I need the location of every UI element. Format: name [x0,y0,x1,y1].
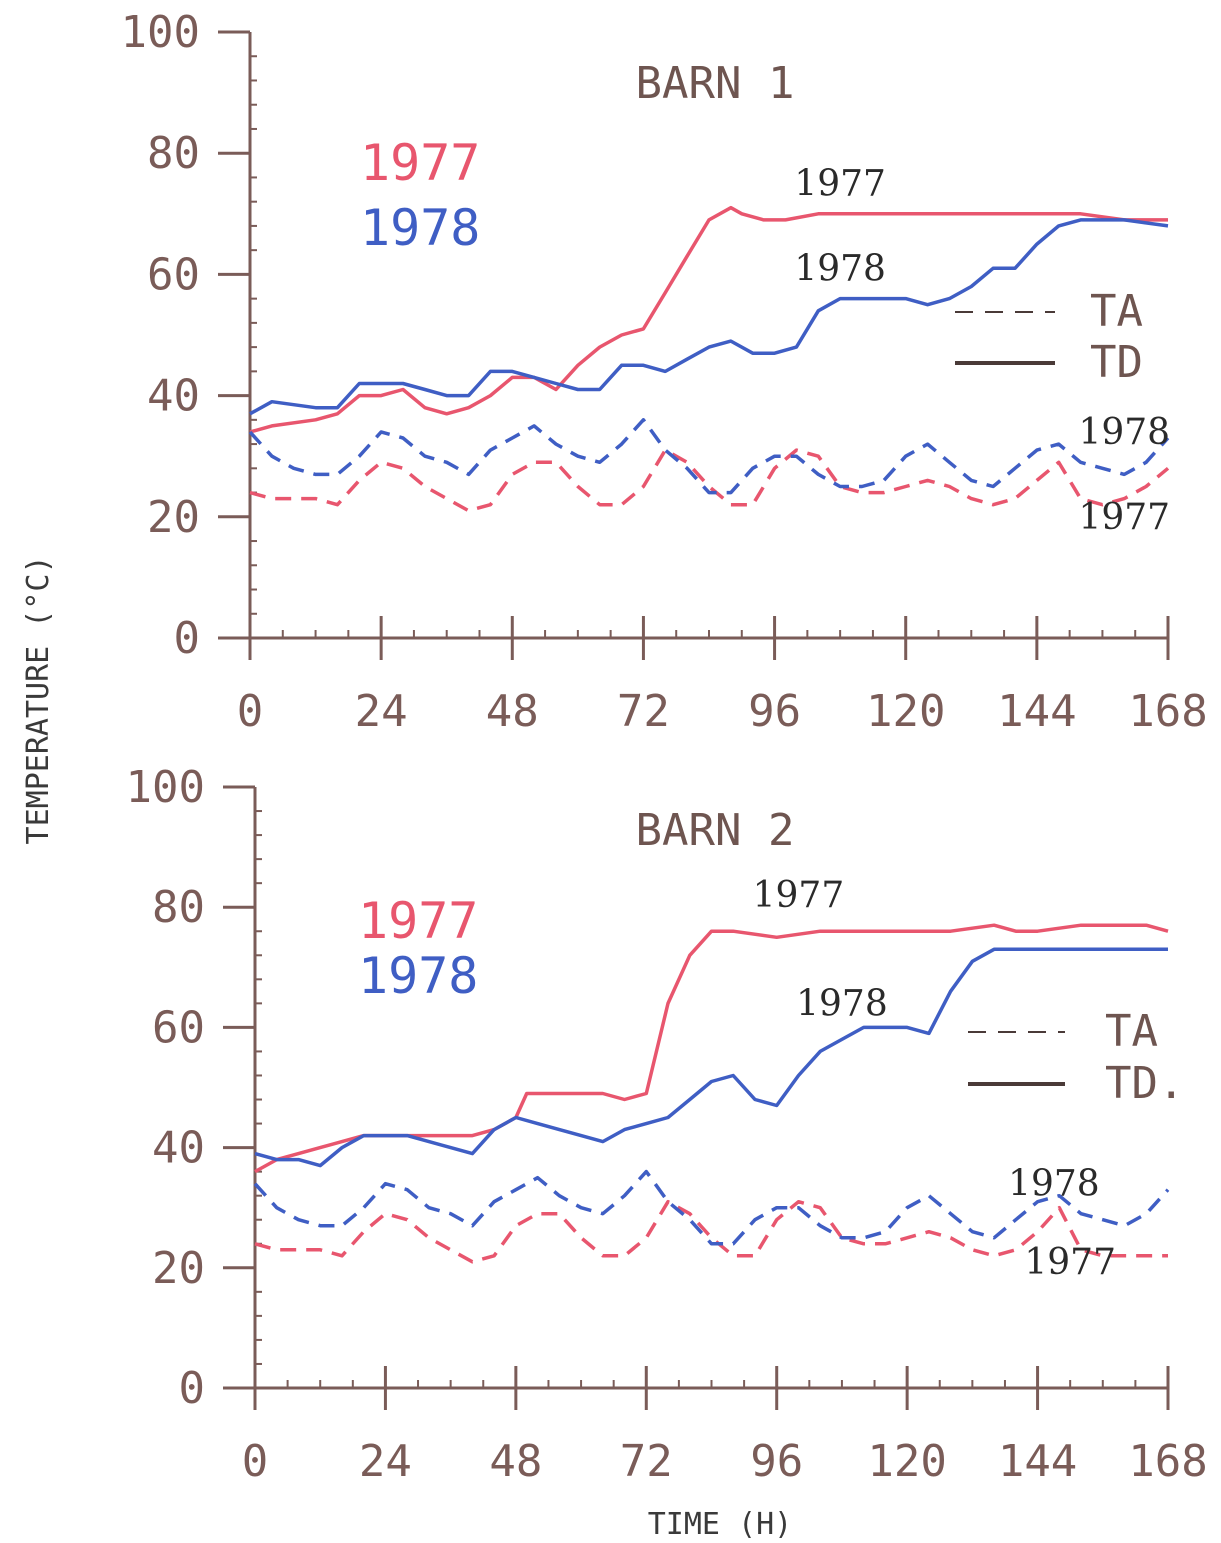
x-tick-label: 120 [867,1436,946,1487]
x-tick-label: 120 [866,686,945,737]
series-td-1978 [249,218,1169,416]
year-legend-1977: 1977 [358,892,478,950]
style-legend-label: TD. [1105,1058,1184,1109]
x-tick-label: 96 [748,686,801,737]
series-annotation: 1977 [794,164,886,205]
series-td-1977 [249,205,1168,434]
series-annotation: 1978 [1008,1164,1100,1205]
series-ta-1977 [249,448,1170,513]
series-td-1978 [254,947,1168,1168]
x-tick-label: 0 [242,1436,269,1487]
y-tick-label: 100 [121,7,200,58]
y-tick-label: 60 [147,249,200,300]
y-tick-label: 20 [147,492,200,543]
x-tick-label: 144 [997,686,1076,737]
series-ta-1977 [254,1199,1168,1264]
panel-title: BARN 2 [636,805,795,856]
series-annotation: 1978 [794,248,886,289]
year-legend-1978: 1978 [358,947,478,1005]
y-tick-label: 20 [152,1243,205,1294]
x-tick-label: 24 [359,1436,412,1487]
year-legend-1977: 1977 [360,134,480,192]
barn-1-panel: 0 20 40 60 80 100 0 24 48 72 96 120 144 168 BARN 1 1977… [121,7,1208,737]
series-annotation: 1977 [1078,497,1170,538]
x-tick-label: 168 [1128,1436,1207,1487]
x-tick-label: 96 [750,1436,803,1487]
series-annotation: 1978 [796,983,888,1024]
x-axis-title: TIME (H) [648,1507,793,1542]
y-tick-label: 80 [152,882,205,933]
x-tick-label: 0 [237,686,264,737]
y-tick-label: 80 [147,128,200,179]
y-tick-label: 0 [174,613,201,664]
year-legend-1978: 1978 [360,199,480,257]
x-tick-label: 48 [489,1436,542,1487]
panel-title: BARN 1 [636,58,795,109]
x-tick-label: 168 [1128,686,1207,737]
y-tick-label: 60 [152,1002,205,1053]
series-ta-1978 [248,418,1170,495]
style-legend-label: TA [1105,1006,1158,1057]
style-legend-label: TD [1090,337,1143,388]
y-tick-label: 0 [179,1363,206,1414]
series-annotation: 1977 [753,875,845,916]
x-tick-label: 48 [486,686,539,737]
y-tick-label: 40 [152,1123,205,1174]
x-tick-label: 72 [617,686,670,737]
barn-2-panel: 0 20 40 60 80 100 0 24 48 72 96 120 144 168 BARN 2 1977… [126,762,1208,1487]
x-tick-label: 72 [620,1436,673,1487]
series-ta-1978 [253,1169,1170,1246]
series-annotation: 1978 [1078,412,1170,453]
x-tick-label: 144 [998,1436,1077,1487]
y-tick-label: 100 [126,762,205,813]
style-legend-label: TA [1090,286,1143,337]
series-annotation: 1977 [1024,1242,1116,1283]
y-tick-label: 40 [147,371,200,422]
y-axis-title: TEMPERATURE (°C) [21,556,56,845]
x-tick-label: 24 [355,686,408,737]
